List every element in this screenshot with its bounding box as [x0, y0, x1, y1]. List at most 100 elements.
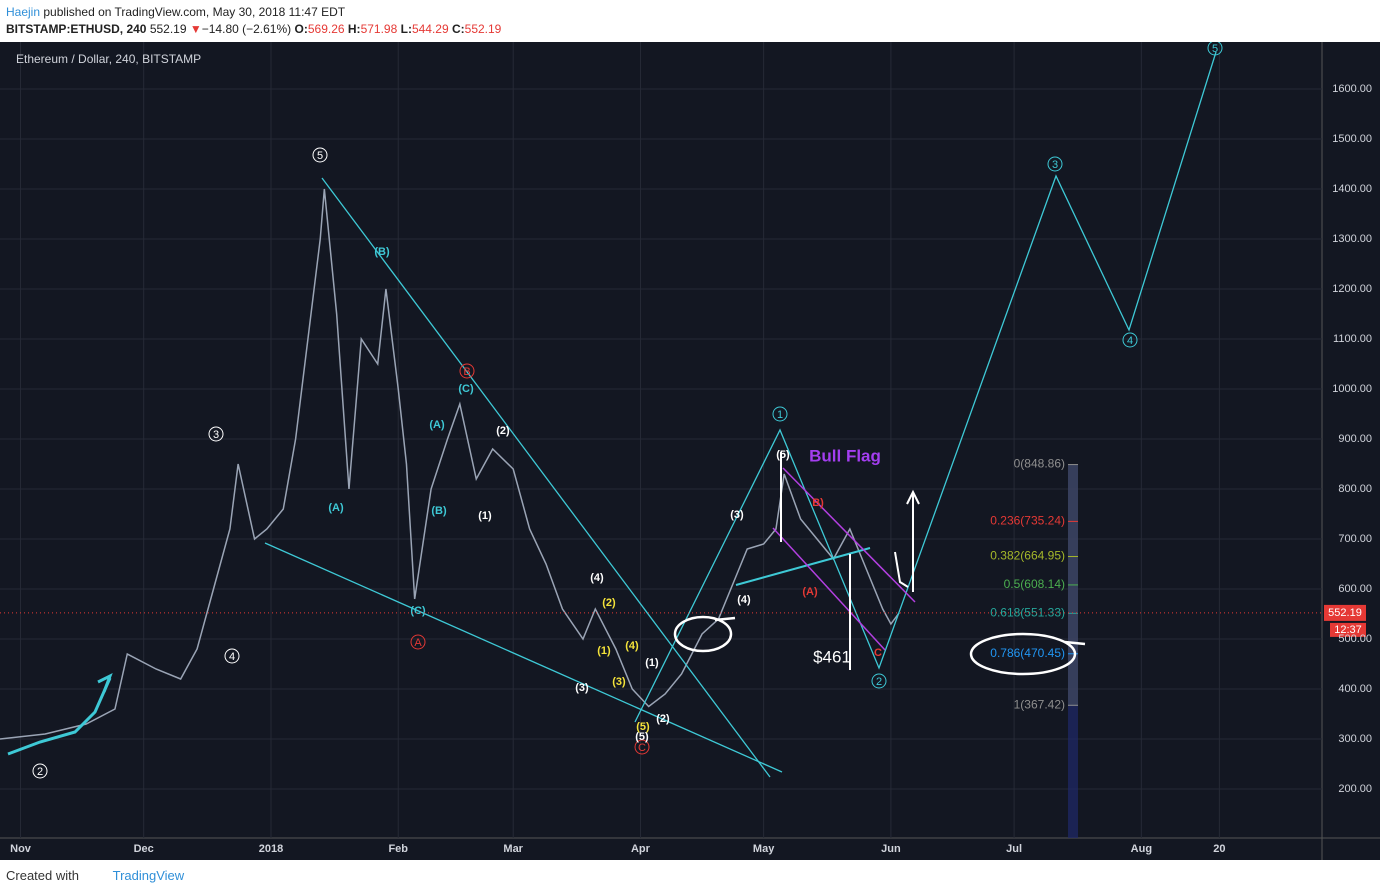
wave-label: (2) [602, 597, 616, 609]
wave-label: (4) [737, 594, 751, 606]
wave-label: 2 [876, 676, 882, 688]
x-tick-label: Apr [631, 843, 651, 855]
published: published on TradingView.com, May 30, 20… [43, 5, 346, 19]
x-tick-label: 20 [1213, 843, 1225, 855]
drawing [772, 527, 886, 651]
fib-label: 0.786(470.45) [990, 646, 1065, 660]
wave-label: B) [812, 497, 824, 509]
y-tick-label: 1000.00 [1332, 383, 1372, 395]
drawing [321, 177, 771, 778]
high: 571.98 [360, 22, 398, 36]
wave-label: (C) [458, 383, 474, 395]
author[interactable]: Haejin [6, 5, 41, 19]
wave-label: (2) [656, 713, 670, 725]
wave-label: (2) [496, 425, 510, 437]
wave-circle [1047, 156, 1063, 172]
wave-label: 4 [229, 651, 235, 663]
drawing [894, 551, 909, 588]
y-tick-label: 1400.00 [1332, 183, 1372, 195]
l-label: L: [400, 22, 412, 36]
wave-label: (5) [776, 449, 790, 461]
wave-label: $461 [813, 647, 851, 666]
fib-label: 0.236(735.24) [990, 514, 1065, 528]
drawing [782, 467, 916, 603]
wave-label: (B) [374, 246, 390, 258]
wave-label: (5) [636, 721, 650, 733]
wave-label: (4) [590, 572, 604, 584]
wave-label: (1) [478, 510, 492, 522]
wave-label: 5 [317, 150, 323, 162]
wave-label: 5 [1212, 43, 1218, 55]
x-tick-label: Mar [503, 843, 523, 855]
y-tick-label: 1300.00 [1332, 233, 1372, 245]
wave-label: (3) [575, 682, 589, 694]
wave-circle [1207, 42, 1223, 56]
arrow: ▼ [189, 22, 202, 36]
drawing [735, 547, 871, 586]
countdown-tag [1330, 622, 1366, 637]
x-tick-label: Feb [388, 843, 408, 855]
x-tick-label: Dec [134, 843, 154, 855]
y-tick-label: 500.00 [1338, 633, 1372, 645]
wave-label: (1) [597, 645, 611, 657]
wave-label: C [874, 647, 882, 659]
wave-label: 1 [777, 409, 783, 421]
brand[interactable]: TradingView [112, 868, 185, 883]
wave-circle [224, 648, 240, 664]
drawing [714, 616, 736, 622]
x-tick-label: Jul [1006, 843, 1022, 855]
y-tick-label: 200.00 [1338, 783, 1372, 795]
x-tick-label: Nov [10, 843, 32, 855]
open: 569.26 [307, 22, 345, 36]
y-tick-label: 1200.00 [1332, 283, 1372, 295]
wave-label: 3 [1052, 159, 1058, 171]
wave-label: (A) [429, 419, 445, 431]
created: Created with [6, 868, 79, 883]
time-axis [0, 838, 1380, 860]
y-tick-label: 300.00 [1338, 733, 1372, 745]
drawing [264, 542, 783, 773]
y-tick-label: 400.00 [1338, 683, 1372, 695]
wave-circle [312, 147, 328, 163]
wave-circle [871, 673, 887, 689]
wave-label: (1) [645, 657, 659, 669]
wave-label: A [414, 637, 422, 649]
chart-title: Ethereum / Dollar, 240, BITSTAMP [16, 52, 201, 66]
y-tick-label: 700.00 [1338, 533, 1372, 545]
price-tag [1324, 604, 1366, 621]
wave-label: (5) [635, 731, 649, 743]
wave-circle [410, 634, 426, 650]
fib-label: 0(848.86) [1014, 457, 1065, 471]
wave-label: (A) [328, 502, 344, 514]
fib-label: 0.5(608.14) [1004, 577, 1065, 591]
wave-label: (B) [431, 505, 447, 517]
wave-label: (3) [730, 509, 744, 521]
highlight [673, 615, 733, 653]
wave-circle [634, 739, 650, 755]
x-tick-label: 2018 [259, 843, 283, 855]
y-tick-label: 1500.00 [1332, 133, 1372, 145]
x-tick-label: Aug [1131, 843, 1152, 855]
y-tick-label: 900.00 [1338, 433, 1372, 445]
wave-label: Bull Flag [809, 446, 881, 465]
drawing [634, 51, 1217, 723]
c-label: C: [451, 22, 465, 36]
fib-label: 1(367.42) [1014, 697, 1065, 711]
y-tick-label: 800.00 [1338, 483, 1372, 495]
y-tick-label: 1600.00 [1332, 83, 1372, 95]
price-axis [1322, 42, 1380, 838]
low: 544.29 [411, 22, 449, 36]
wave-label: (4) [625, 640, 639, 652]
y-tick-label: 600.00 [1338, 583, 1372, 595]
drawing [97, 672, 113, 693]
change: −14.80 (−2.61%) [201, 22, 292, 36]
wave-circle [459, 363, 475, 379]
close: 552.19 [464, 22, 502, 36]
fib-label: 0.382(664.95) [990, 549, 1065, 563]
wave-circle [1122, 332, 1138, 348]
drawing [7, 677, 112, 756]
x-tick-label: May [753, 843, 775, 855]
price-tag-label: 552.19 [1328, 607, 1362, 619]
fib-label: 0.618(551.33) [990, 606, 1065, 620]
